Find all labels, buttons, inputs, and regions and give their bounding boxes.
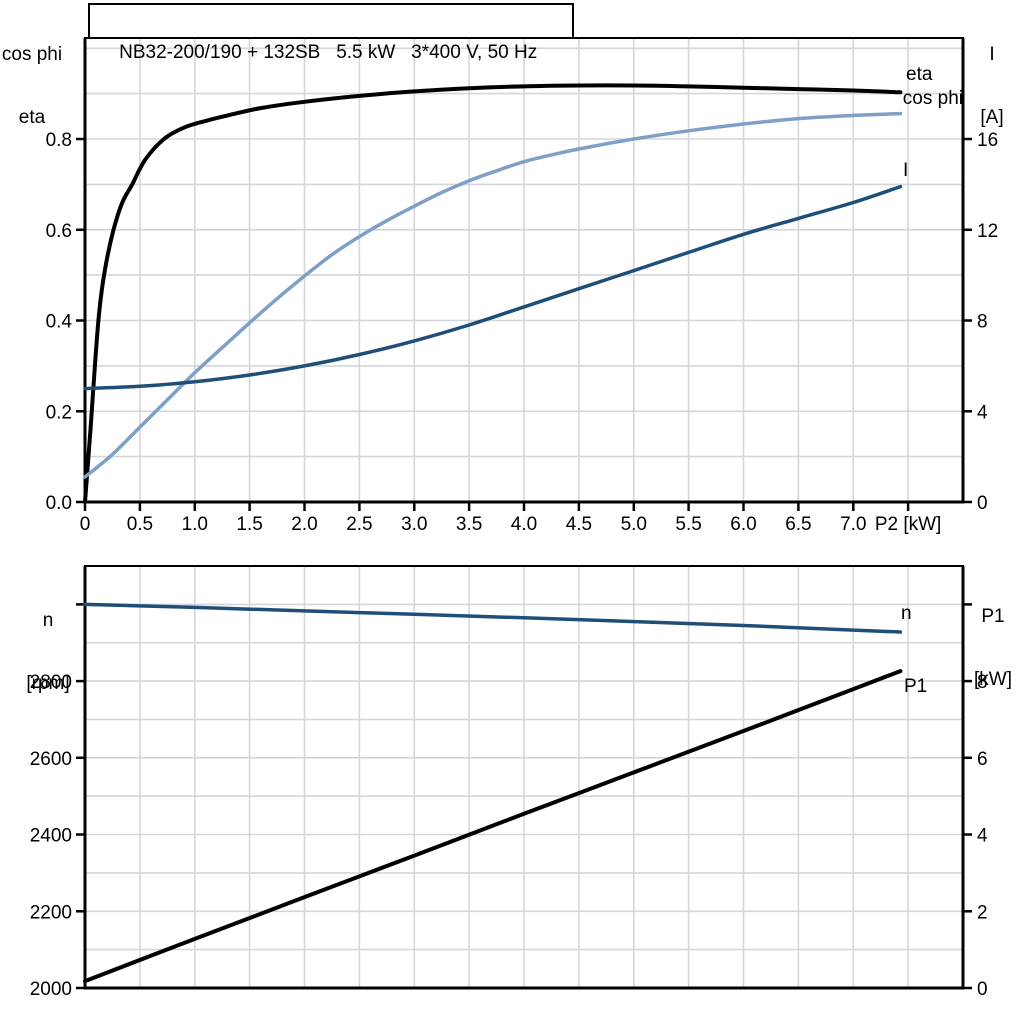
top-chart-ticks [76,137,972,511]
top-chart: 0 0.5 1.0 1.5 2.0 2.5 3.0 3.5 4.0 4.5 5.0 5.5 6.0 6.5… [46,37,999,535]
axis-unit-kw: [kW] [974,669,1012,690]
top-chart-tick-labels: 0 0.5 1.0 1.5 2.0 2.5 3.0 3.5 4.0 4.5 5.0 5.5 6.0 6.5… [46,130,999,535]
bottom-left-axis-title: n [rpm] [8,568,88,736]
curve-label-n: n [901,603,912,624]
top-left-axis-title: cos phi eta [0,2,64,170]
chart-title-box: NB32-200/190 + 132SB 5.5 kW 3*400 V, 50 … [88,3,574,63]
x-tick-label: P2 [kW] [875,514,942,535]
y-right-tick-label: 4 [977,402,988,423]
y-right-tick-label: 16 [977,130,998,151]
x-tick-label: 3.0 [401,514,427,535]
y-left-tick-label: 2600 [30,749,72,770]
curve-i [83,184,903,391]
x-tick-label: 3.5 [456,514,482,535]
top-chart-gridlines [85,38,963,502]
x-tick-label: 5.0 [621,514,647,535]
x-tick-label: 6.5 [785,514,811,535]
y-right-tick-label: 12 [977,221,998,242]
axis-title-speed: n [42,610,54,631]
x-tick-label: 1.0 [182,514,208,535]
axis-title-current: I [989,44,995,65]
bottom-chart: 2000 2200 2400 2600 2800 0 2 4 6 8 n P1 [30,565,988,1000]
y-left-tick-label: 0.0 [46,493,72,514]
curve-eta [83,83,903,504]
x-tick-label: 4.0 [511,514,537,535]
curve-label-eta: eta [906,64,933,85]
y-left-tick-label: 2800 [30,672,72,693]
top-right-axis-title: I [A] [962,2,1022,170]
bottom-chart-gridlines [85,566,963,988]
y-left-tick-label: 0.8 [46,130,72,151]
y-right-tick-label: 8 [977,312,988,333]
x-tick-label: 4.5 [566,514,592,535]
curve-label-p1: P1 [904,676,927,697]
y-right-tick-label: 2 [977,902,988,923]
axis-title-p1: P1 [981,606,1005,627]
x-tick-label: 2.5 [346,514,372,535]
y-left-tick-label: 2000 [30,979,72,1000]
y-left-tick-label: 2400 [30,826,72,847]
x-tick-label: 0 [80,514,91,535]
x-tick-label: 5.5 [675,514,701,535]
bottom-right-axis-title: P1 [kW] [962,564,1024,732]
bottom-chart-tick-labels: 2000 2200 2400 2600 2800 0 2 4 6 8 [30,672,988,1000]
axis-unit-rpm: [rpm] [26,673,70,694]
y-left-tick-label: 2200 [30,902,72,923]
y-left-tick-label: 0.4 [46,312,73,333]
curve-n [83,602,903,634]
x-tick-label: 0.5 [127,514,153,535]
axis-title-cos-phi: cos phi [1,44,63,65]
y-right-tick-label: 0 [977,493,988,514]
x-tick-label: 6.0 [730,514,756,535]
y-left-tick-label: 0.2 [46,402,72,423]
y-right-tick-label: 6 [977,749,988,770]
x-tick-label: 7.0 [840,514,866,535]
axis-unit-amps: [A] [980,107,1004,128]
y-right-tick-label: 4 [977,826,988,847]
y-right-tick-label: 0 [977,979,988,1000]
curve-label-cos-phi: cos phi [903,88,963,109]
x-tick-label: 2.0 [291,514,317,535]
curve-p1 [83,669,903,984]
bottom-chart-axes [83,566,965,990]
curve-cos-phi [83,111,903,479]
y-left-tick-label: 0.6 [46,221,72,242]
curve-label-i: I [903,160,908,181]
chart-title: NB32-200/190 + 132SB 5.5 kW 3*400 V, 50 … [119,42,538,63]
x-tick-label: 1.5 [236,514,262,535]
bottom-chart-ticks [76,603,972,990]
y-right-tick-label: 8 [977,672,988,693]
axis-title-eta: eta [18,107,46,128]
